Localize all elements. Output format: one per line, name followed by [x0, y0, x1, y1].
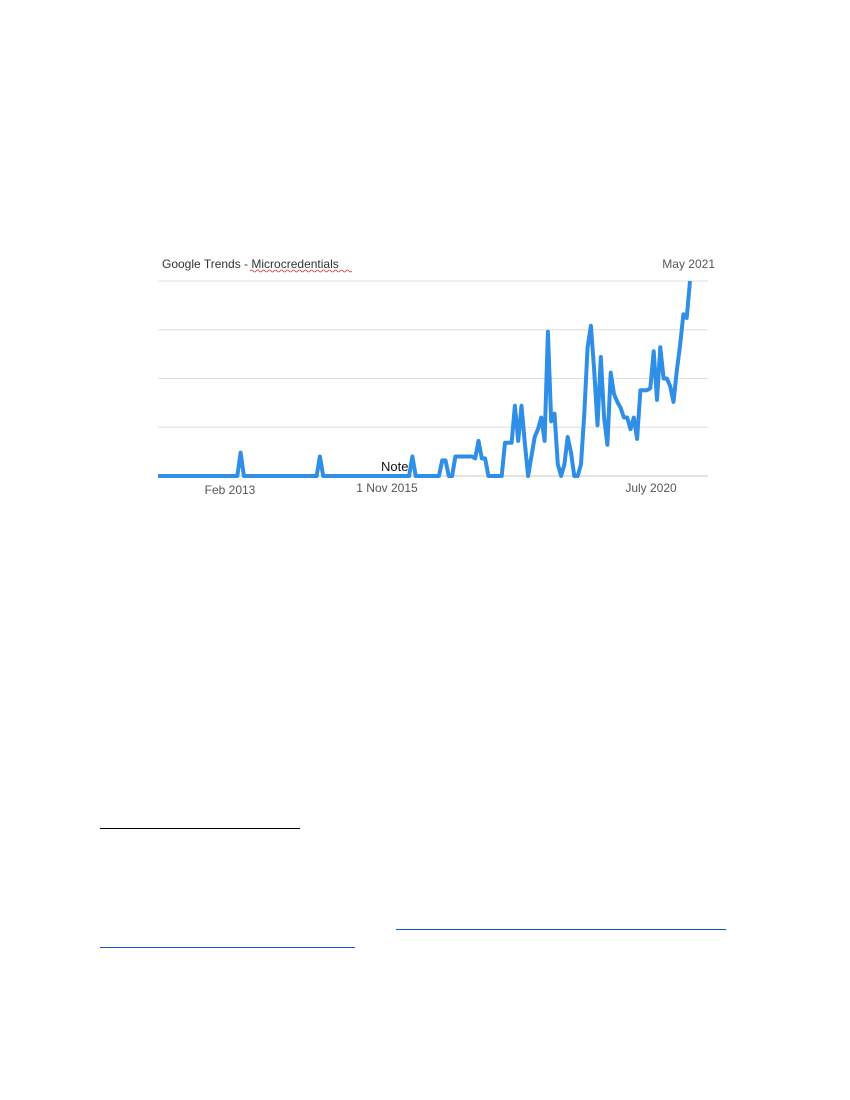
footnote-link-underline[interactable]	[396, 929, 726, 930]
x-tick-label: 1 Nov 2015	[356, 481, 418, 495]
spellcheck-underline	[249, 269, 353, 273]
trends-chart: Google Trends - Microcredentials May 202…	[150, 250, 720, 510]
chart-date-label: May 2021	[662, 257, 715, 271]
x-tick-label: Feb 2013	[205, 483, 256, 497]
footnote-link-underline-continued[interactable]	[100, 947, 355, 948]
series-line-microcredentials	[158, 280, 692, 478]
chart-annotation: Note	[381, 459, 408, 474]
x-tick-label: July 2020	[625, 481, 677, 495]
trends-chart-svg: Google Trends - Microcredentials May 202…	[158, 257, 715, 497]
footnote-separator	[100, 828, 300, 829]
chart-title-term: Microcredentials	[251, 257, 338, 271]
chart-title-prefix: Google Trends -	[162, 257, 251, 271]
chart-title: Google Trends - Microcredentials	[162, 257, 339, 271]
